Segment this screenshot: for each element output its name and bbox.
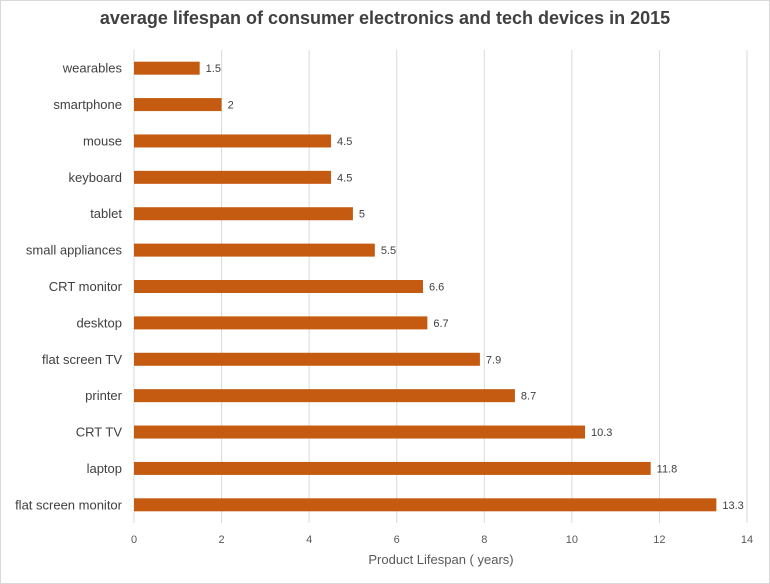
bar xyxy=(134,61,200,75)
data-label: 11.8 xyxy=(657,463,678,475)
data-label: 5 xyxy=(359,209,365,221)
category-label: flat screen monitor xyxy=(15,497,123,512)
data-label: 6.7 xyxy=(433,318,448,330)
x-tick-label: 10 xyxy=(566,534,578,546)
x-tick-label: 14 xyxy=(741,534,753,546)
data-label: 7.9 xyxy=(486,354,501,366)
bar xyxy=(134,498,717,512)
x-tick-label: 6 xyxy=(394,534,400,546)
data-label: 5.5 xyxy=(381,245,396,257)
x-tick-label: 4 xyxy=(306,534,312,546)
category-label: wearables xyxy=(62,61,123,76)
data-label: 4.5 xyxy=(337,136,352,148)
x-tick-label: 0 xyxy=(131,534,137,546)
data-label: 4.5 xyxy=(337,172,352,184)
bar xyxy=(134,389,515,403)
category-label: tablet xyxy=(90,206,122,221)
bar xyxy=(134,425,585,439)
category-label: CRT monitor xyxy=(49,279,123,294)
bar xyxy=(134,243,375,257)
data-label: 1.5 xyxy=(206,63,221,75)
x-axis-label: Product Lifespan ( years) xyxy=(368,552,513,567)
data-label: 2 xyxy=(228,100,234,112)
data-labels: 1.5 2 4.5 4.5 5 5.5 6.6 6.7 7.9 8.7 10.3 11.8 13.3 xyxy=(206,63,744,512)
bar xyxy=(134,280,423,293)
category-label: desktop xyxy=(76,315,122,330)
category-label: smartphone xyxy=(53,97,122,112)
data-label: 10.3 xyxy=(591,427,612,439)
chart-title: average lifespan of consumer electronics… xyxy=(99,8,671,28)
category-label: small appliances xyxy=(26,243,123,258)
category-labels: wearables smartphone mouse keyboard tablet sm… xyxy=(15,61,123,513)
data-label: 6.6 xyxy=(429,282,444,294)
category-label: printer xyxy=(85,388,123,403)
data-label: 8.7 xyxy=(521,391,536,403)
bar xyxy=(134,461,651,475)
bar xyxy=(134,98,222,112)
x-tick-label: 2 xyxy=(219,534,225,546)
bar xyxy=(134,207,353,221)
bars xyxy=(134,61,717,512)
bar xyxy=(134,316,428,330)
data-label: 13.3 xyxy=(722,500,743,512)
bar xyxy=(134,170,332,184)
x-tick-label: 8 xyxy=(481,534,487,546)
category-label: mouse xyxy=(83,133,122,148)
category-label: CRT TV xyxy=(76,425,123,440)
category-label: flat screen TV xyxy=(42,352,122,367)
x-tick-label: 12 xyxy=(653,534,665,546)
category-label: keyboard xyxy=(69,170,122,185)
category-label: laptop xyxy=(87,461,122,476)
x-axis-ticks: 0 2 4 6 8 10 12 14 xyxy=(131,534,753,546)
bar xyxy=(134,134,332,148)
bar xyxy=(134,352,480,366)
